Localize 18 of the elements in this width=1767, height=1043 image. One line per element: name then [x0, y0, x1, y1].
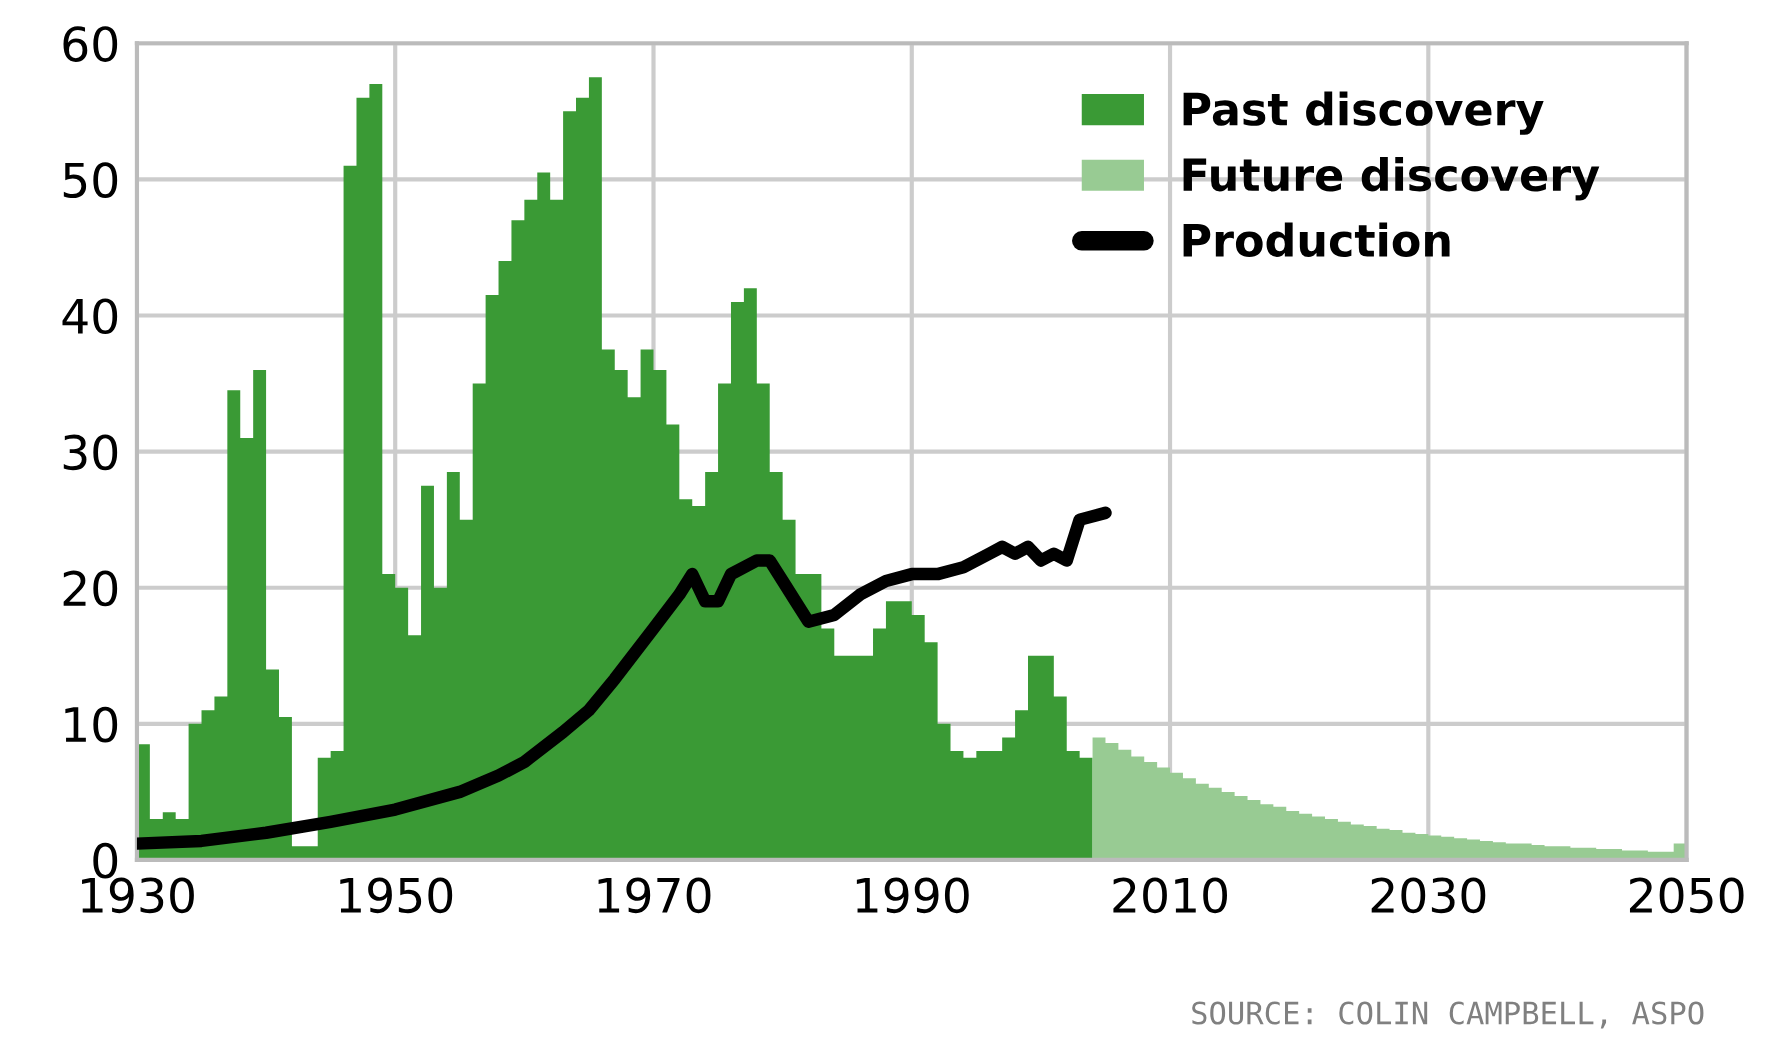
- x-tick-label: 1930: [82, 877, 194, 914]
- x-tick-label: 2010: [1113, 877, 1227, 914]
- x-tick-label: 2050: [1629, 877, 1744, 914]
- x-tick-label: 1990: [856, 877, 969, 914]
- y-tick-label: 50: [63, 162, 118, 199]
- y-tick-label: 10: [65, 706, 118, 743]
- source-note: SOURCE: COLIN CAMPBELL, ASPO: [1192, 1001, 1704, 1029]
- y-tick-label: 0: [93, 842, 118, 879]
- x-tick-label: 2030: [1371, 877, 1486, 914]
- legend-label: Past discovery: [1183, 91, 1544, 135]
- x-tick-label: 1970: [598, 877, 711, 914]
- y-tick-label: 20: [63, 570, 118, 607]
- legend-label: Future discovery: [1183, 157, 1600, 201]
- legend-label: Production: [1183, 222, 1450, 258]
- y-tick-label: 40: [62, 298, 118, 335]
- y-tick-label: 60: [63, 26, 118, 62]
- y-tick-label: 30: [63, 434, 118, 471]
- x-tick-label: 1950: [340, 877, 453, 914]
